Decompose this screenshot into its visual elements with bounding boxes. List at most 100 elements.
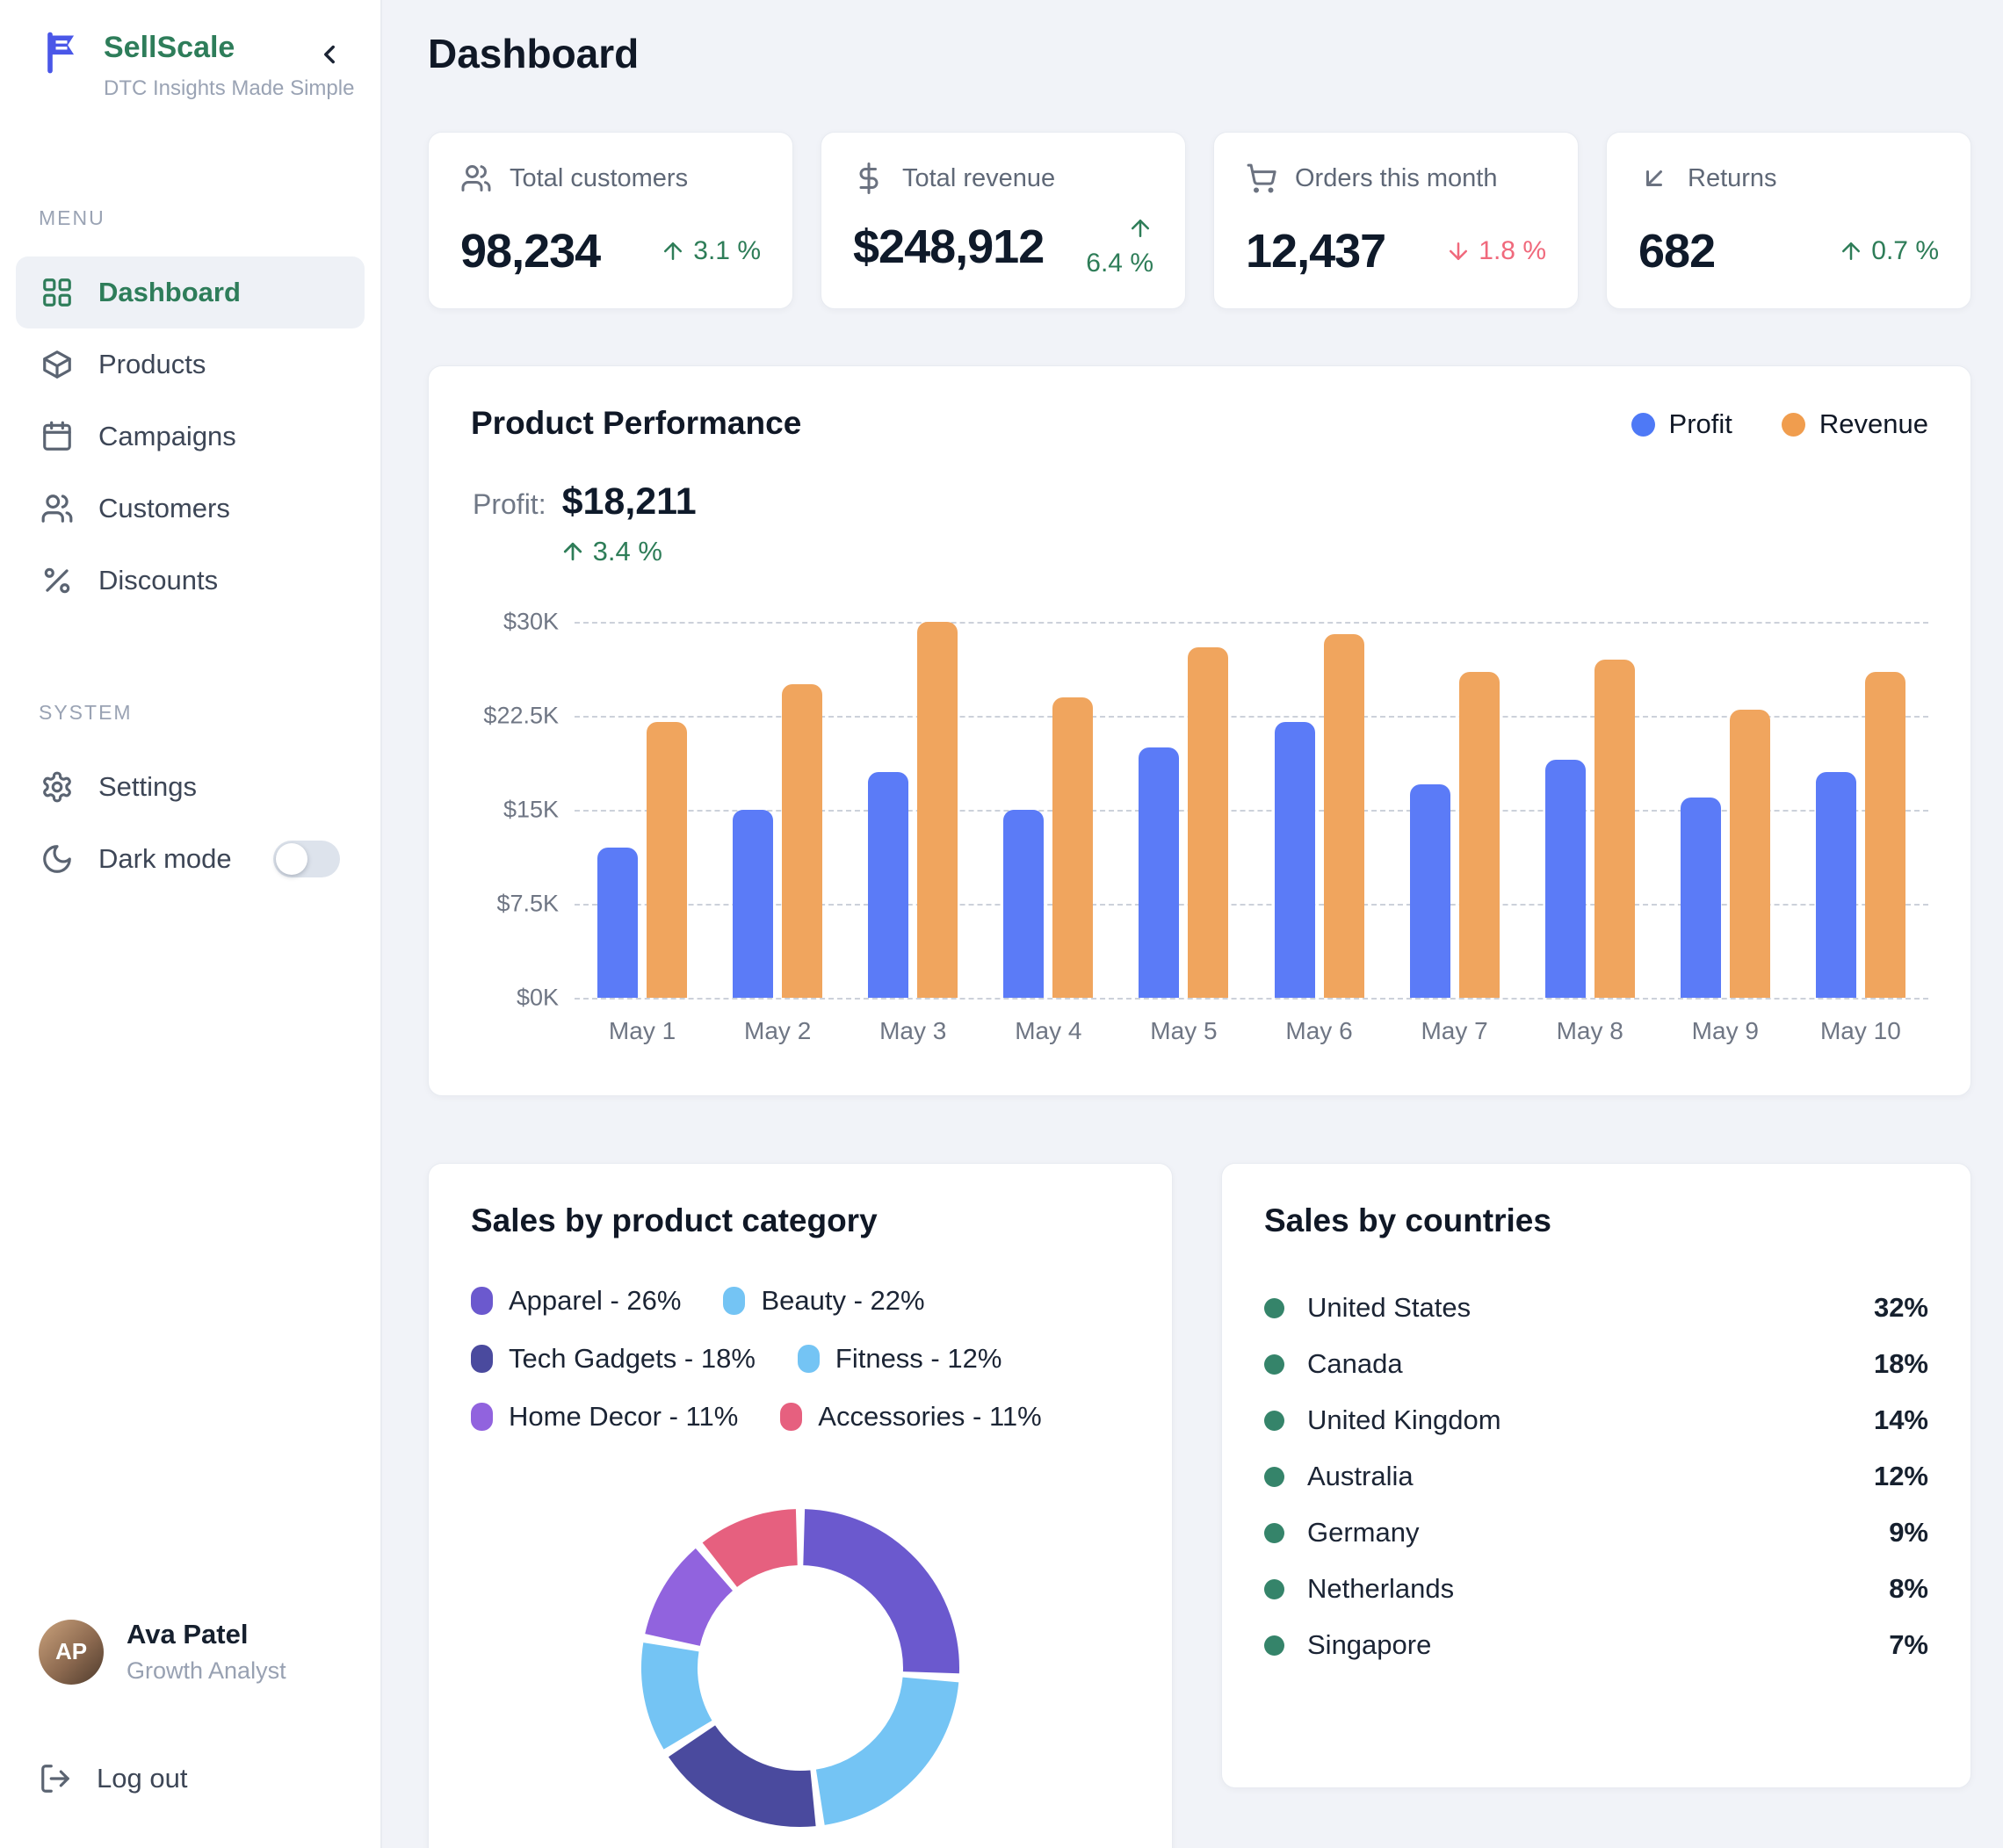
cart-icon — [1246, 162, 1277, 194]
gridline — [575, 810, 1928, 812]
stat-label: Total revenue — [902, 163, 1056, 192]
country-row-netherlands: Netherlands 8% — [1264, 1561, 1928, 1617]
category-legend-item-beauty[interactable]: Beauty - 22% — [723, 1285, 925, 1317]
arrow-down-icon — [1445, 238, 1472, 264]
sales-by-category-title: Sales by product category — [471, 1202, 878, 1238]
arrow-up-icon — [1127, 215, 1153, 242]
legend-label: Tech Gadgets - 18% — [509, 1343, 756, 1374]
y-axis-labels: $30K $22.5K $15K $7.5K $0K — [471, 609, 575, 1011]
sidebar-collapse-button[interactable] — [310, 35, 349, 74]
stats-row: Total customers 98,234 3.1 % Total reven… — [428, 132, 1971, 309]
country-dot — [1264, 1466, 1284, 1487]
moon-icon — [40, 842, 74, 876]
legend-item-profit[interactable]: Profit — [1631, 408, 1732, 440]
country-percentage: 18% — [1873, 1348, 1928, 1379]
legend-item-revenue[interactable]: Revenue — [1781, 408, 1928, 440]
donut-slice-apparel — [802, 1509, 959, 1674]
dark-mode-toggle[interactable] — [273, 840, 340, 877]
country-percentage: 7% — [1889, 1629, 1928, 1660]
gridline — [575, 716, 1928, 718]
country-dot — [1264, 1410, 1284, 1431]
sidebar-item-label: Products — [98, 348, 206, 379]
category-legend: Apparel - 26% Beauty - 22% Tech Gadgets … — [471, 1285, 1130, 1433]
sidebar-item-dashboard[interactable]: Dashboard — [16, 256, 365, 328]
legend-dot — [797, 1345, 820, 1373]
revenue-bar-may-8 — [1594, 660, 1635, 998]
stat-card-orders-this-month: Orders this month 12,437 1.8 % — [1213, 132, 1579, 309]
profit-bar-may-7 — [1409, 784, 1450, 998]
profit-bar-may-2 — [733, 810, 774, 998]
stat-value: 98,234 — [460, 225, 601, 278]
stat-label: Total customers — [510, 163, 689, 192]
sidebar-item-campaigns[interactable]: Campaigns — [16, 401, 365, 473]
revenue-bar-may-10 — [1864, 672, 1905, 998]
brand: SellScale DTC Insights Made Simple — [0, 30, 380, 101]
country-row-canada: Canada 18% — [1264, 1336, 1928, 1392]
profit-bar-may-5 — [1139, 747, 1180, 998]
profit-bar-may-10 — [1815, 772, 1856, 998]
dashboard-grid-icon — [40, 276, 74, 309]
package-icon — [40, 348, 74, 381]
bar-group-may-10 — [1793, 622, 1928, 998]
category-legend-item-fitness[interactable]: Fitness - 12% — [797, 1343, 1002, 1375]
country-dot — [1264, 1635, 1284, 1656]
y-tick-label: $30K — [503, 608, 559, 635]
gridline — [575, 904, 1928, 906]
toggle-knob — [276, 842, 307, 875]
bar-group-may-9 — [1658, 622, 1793, 998]
x-tick-label: May 3 — [879, 1017, 947, 1044]
legend-label: Accessories - 11% — [818, 1401, 1042, 1432]
performance-legend: Profit Revenue — [1631, 408, 1928, 440]
gridline — [575, 622, 1928, 624]
percent-icon — [40, 564, 74, 597]
sidebar-item-label: Campaigns — [98, 420, 236, 451]
system-list: Settings Dark mode — [0, 751, 380, 895]
category-legend-item-apparel[interactable]: Apparel - 26% — [471, 1285, 681, 1317]
sidebar-item-products[interactable]: Products — [16, 328, 365, 401]
revenue-bar-may-7 — [1458, 672, 1500, 998]
bar-group-may-7 — [1387, 622, 1522, 998]
calendar-icon — [40, 420, 74, 453]
menu-list: Dashboard Products Campaigns Customers D… — [0, 256, 380, 617]
profit-trend: 3.4 % — [560, 536, 662, 567]
country-percentage: 32% — [1873, 1292, 1928, 1323]
sidebar-item-label: Dashboard — [98, 276, 241, 307]
stat-value: $248,912 — [853, 220, 1045, 273]
revenue-bar-may-2 — [782, 684, 823, 998]
country-name: Canada — [1307, 1348, 1403, 1379]
sidebar: SellScale DTC Insights Made Simple MENU … — [0, 0, 382, 1848]
bar-group-may-2 — [710, 622, 845, 998]
sidebar-item-settings[interactable]: Settings — [16, 751, 365, 823]
category-legend-item-home-decor[interactable]: Home Decor - 11% — [471, 1401, 738, 1433]
stat-label: Orders this month — [1295, 163, 1498, 192]
logout-button[interactable]: Log out — [0, 1762, 380, 1795]
stat-card-returns: Returns 682 0.7 % — [1606, 132, 1971, 309]
bar-group-may-8 — [1522, 622, 1658, 998]
sidebar-item-label: Settings — [98, 770, 198, 802]
revenue-bar-may-4 — [1052, 697, 1094, 998]
avatar: AP — [39, 1619, 104, 1685]
sidebar-item-discounts[interactable]: Discounts — [16, 545, 365, 617]
donut-slice-beauty — [815, 1676, 959, 1825]
revenue-bar-may-1 — [647, 722, 688, 998]
user-profile[interactable]: AP Ava Patel Growth Analyst — [0, 1619, 380, 1685]
users-icon — [460, 162, 492, 194]
x-tick-label: May 4 — [1015, 1017, 1082, 1044]
product-performance-card: Product Performance Profit Revenue Profi… — [428, 365, 1971, 1096]
system-section-label: SYSTEM — [39, 700, 133, 724]
country-row-united-kingdom: United Kingdom 14% — [1264, 1392, 1928, 1448]
x-tick-label: May 6 — [1285, 1017, 1353, 1044]
country-name: United States — [1307, 1292, 1472, 1323]
sidebar-item-customers[interactable]: Customers — [16, 473, 365, 545]
bar-group-may-1 — [575, 622, 710, 998]
y-tick-label: $7.5K — [496, 890, 559, 917]
category-legend-item-accessories[interactable]: Accessories - 11% — [780, 1401, 1042, 1433]
country-dot — [1264, 1522, 1284, 1543]
country-row-united-states: United States 32% — [1264, 1280, 1928, 1336]
x-tick-label: May 1 — [608, 1017, 676, 1044]
category-legend-item-tech-gadgets[interactable]: Tech Gadgets - 18% — [471, 1343, 756, 1375]
stat-value: 682 — [1638, 225, 1716, 278]
product-performance-title: Product Performance — [471, 405, 802, 441]
revenue-bar-may-9 — [1729, 710, 1770, 998]
profit-bar-may-6 — [1274, 722, 1315, 998]
